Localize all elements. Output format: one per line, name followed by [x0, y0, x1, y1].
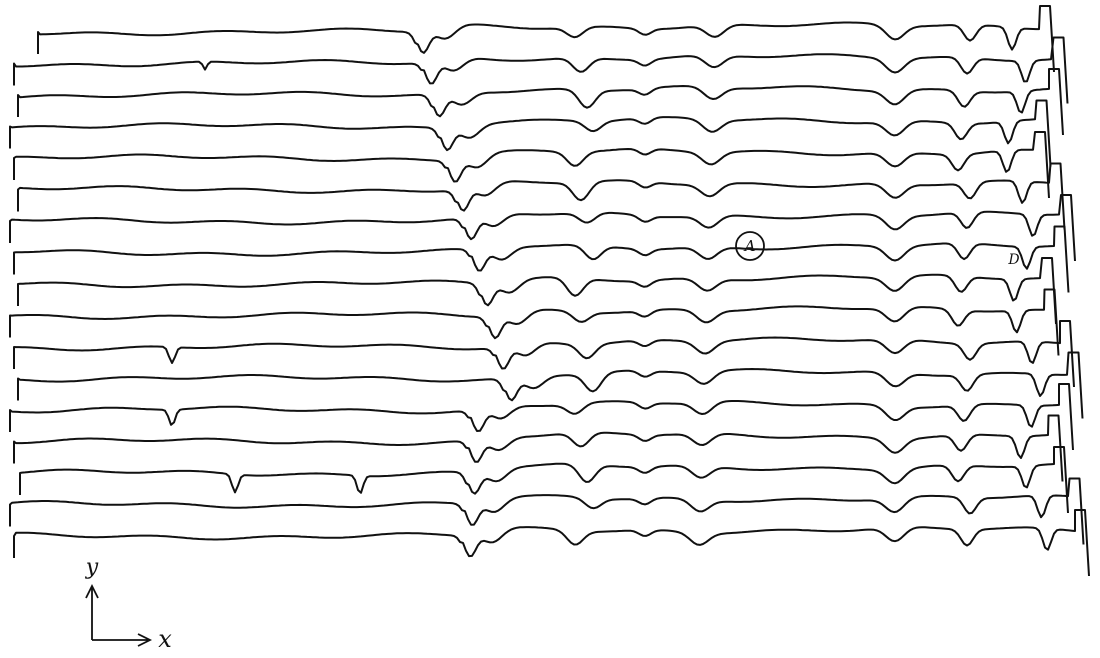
waterfall-figure: A D y x — [0, 0, 1100, 658]
page: A D y x (() => { const data = JSON.parse… — [0, 0, 1100, 658]
trace-stack — [10, 6, 1089, 576]
spectrum-trace — [18, 69, 1063, 135]
marker-label: D — [1007, 252, 1019, 268]
axis-arrows — [86, 586, 150, 646]
spectrum-trace — [10, 290, 1059, 356]
spectrum-trace — [14, 132, 1049, 198]
marker-label: A — [743, 237, 756, 255]
spectrum-trace — [14, 227, 1069, 293]
spectrum-trace — [10, 479, 1084, 545]
x-axis-label: x — [158, 625, 172, 653]
spectrum-trace — [18, 164, 1065, 230]
spectrum-trace — [18, 258, 1056, 324]
spectrum-trace — [14, 510, 1089, 576]
y-axis-label: y — [85, 555, 99, 580]
spectrum-trace — [14, 321, 1074, 387]
spectrum-trace — [10, 195, 1075, 261]
